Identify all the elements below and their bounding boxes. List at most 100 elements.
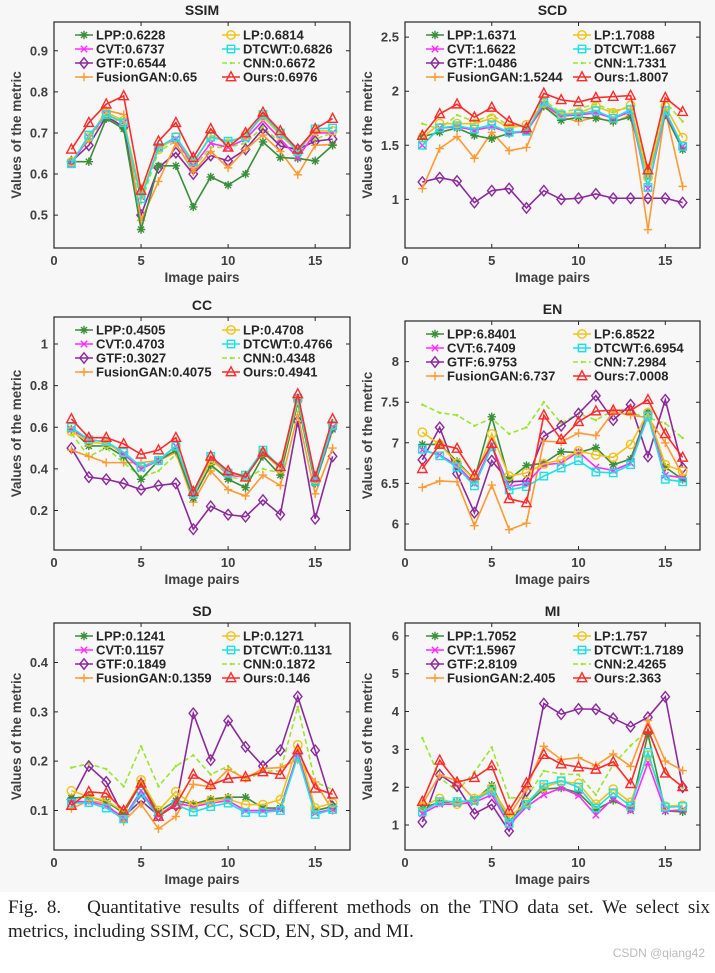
- series-line-dtcwt: [70, 113, 333, 202]
- data-point-lp: [66, 785, 77, 796]
- data-point-ours: [572, 95, 585, 107]
- legend-label: FusionGAN:0.4075: [96, 365, 212, 380]
- y-axis-label: Values of the metric: [9, 71, 24, 199]
- data-point-dtcwt: [435, 797, 445, 806]
- data-point-ours: [100, 430, 113, 443]
- data-point-lp: [573, 446, 584, 456]
- series-line-lp: [71, 742, 333, 813]
- data-point-fusiongan: [67, 804, 76, 813]
- legend-label: GTF:2.8109: [447, 657, 517, 672]
- legend-entry-lp: LP:1.7088: [573, 28, 655, 43]
- data-point-gtf: [660, 393, 671, 407]
- data-point-dtcwt: [556, 110, 566, 120]
- y-tick-label: 0.6: [30, 167, 48, 182]
- data-point-cnn: [87, 762, 91, 765]
- data-point-ours: [520, 121, 533, 133]
- data-point-fusiongan: [574, 428, 583, 438]
- data-point-lpp: [223, 180, 233, 190]
- data-point-ours: [135, 183, 147, 195]
- data-point-gtf: [434, 171, 445, 185]
- series-line-dtcwt: [422, 413, 683, 491]
- y-tick-label: 0.9: [30, 43, 48, 58]
- data-point-ours: [82, 430, 95, 443]
- data-point-ours: [82, 115, 95, 128]
- legend-marker-plus-icon: [430, 673, 440, 683]
- legend-marker-point-icon: [229, 662, 233, 666]
- x-tick-label: 5: [488, 855, 495, 870]
- series-gtf: [66, 414, 338, 536]
- data-point-dtcwt: [608, 788, 618, 798]
- y-tick-label: 0.2: [30, 754, 48, 769]
- data-point-lpp: [206, 794, 215, 804]
- data-point-fusiongan: [189, 167, 198, 177]
- data-point-dtcwt: [591, 803, 601, 813]
- data-point-fusiongan: [276, 481, 285, 490]
- data-point-ours: [676, 780, 689, 792]
- legend-label: LPP:0.6228: [96, 28, 165, 43]
- data-point-gtf: [83, 759, 94, 773]
- data-point-ours: [204, 449, 217, 461]
- legend-label: LPP:1.6371: [447, 28, 516, 43]
- data-point-fusiongan: [626, 762, 635, 771]
- y-tick-label: 0.5: [30, 208, 48, 223]
- legend-marker-asterisk-icon: [79, 30, 89, 40]
- data-point-ours: [187, 150, 200, 162]
- data-point-fusiongan: [206, 147, 215, 156]
- data-point-dtcwt: [539, 780, 549, 789]
- legend-label: FusionGAN:6.737: [447, 369, 555, 384]
- legend-marker-x-icon: [431, 45, 439, 53]
- x-tick-label: 15: [308, 555, 322, 570]
- legend-entry-lp: LP:0.1271: [222, 629, 304, 644]
- data-point-cnn: [559, 422, 563, 425]
- chart-title: MI: [545, 603, 561, 619]
- data-point-dtcwt: [119, 118, 129, 128]
- data-point-lpp: [328, 802, 337, 811]
- legend-label: CNN:1.7331: [594, 56, 666, 71]
- series-line-fusiongan: [70, 109, 333, 224]
- legend-entry-ours: Ours:0.146: [222, 671, 310, 686]
- data-point-dtcwt: [435, 451, 445, 461]
- data-point-fusiongan: [310, 489, 320, 499]
- legend: LPP:1.6371 LP:1.7088 CVT:1.6622 DTCWT:1.667…: [426, 28, 676, 85]
- legend-entry-cvt: CVT:1.5967: [426, 643, 516, 658]
- series-lp: [66, 739, 338, 817]
- y-tick-label: 4: [392, 704, 400, 719]
- x-tick-label: 5: [488, 253, 495, 268]
- legend-marker-triangle-icon: [225, 365, 237, 377]
- data-point-cnn: [438, 411, 442, 415]
- data-point-lpp: [661, 462, 670, 472]
- data-point-lpp: [241, 169, 250, 179]
- data-point-dtcwt: [678, 477, 688, 487]
- data-point-fusiongan: [661, 438, 670, 448]
- legend-marker-circle-icon: [577, 631, 587, 641]
- data-point-fusiongan: [678, 182, 687, 191]
- chart-title: SSIM: [185, 2, 219, 18]
- data-point-gtf: [504, 182, 515, 195]
- data-point-ours: [416, 128, 429, 140]
- legend-entry-gtf: GTF:0.1849: [75, 657, 166, 672]
- data-point-ours: [187, 767, 200, 779]
- series-line-cnn: [71, 706, 333, 791]
- legend-label: Ours:0.4941: [243, 365, 317, 380]
- y-tick-label: 0.3: [30, 704, 48, 719]
- legend: LPP:6.8401 LP:6.8522 CVT:6.7409 DTCWT:6.695…: [426, 327, 684, 384]
- data-point-dtcwt: [470, 796, 479, 805]
- legend-entry-ours: Ours:1.8007: [573, 70, 668, 85]
- data-point-fusiongan: [504, 146, 514, 155]
- data-point-lpp: [470, 131, 479, 140]
- data-point-gtf: [538, 184, 549, 198]
- data-point-fusiongan: [435, 476, 444, 486]
- data-point-ours: [135, 776, 147, 788]
- legend-label: LPP:1.7052: [447, 629, 516, 644]
- series-line-lp: [421, 410, 683, 481]
- data-point-cnn: [663, 422, 667, 425]
- data-point-ours: [416, 462, 429, 474]
- data-point-cnn: [507, 796, 511, 800]
- series-line-ours: [421, 398, 684, 504]
- data-point-cnn: [473, 424, 476, 428]
- data-point-lpp: [522, 461, 531, 470]
- data-point-ours: [65, 142, 78, 154]
- data-point-lp: [521, 467, 532, 478]
- legend-marker-point-icon: [580, 61, 584, 65]
- data-point-cnn: [139, 745, 143, 748]
